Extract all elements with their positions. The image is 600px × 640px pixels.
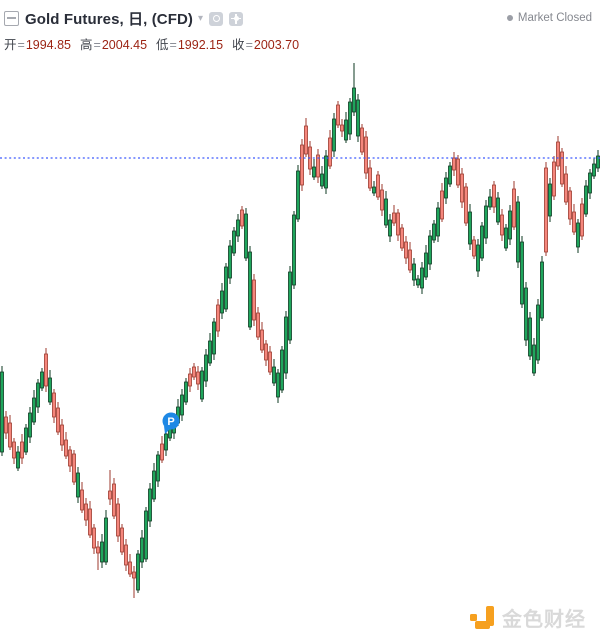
watermark-text: 金色财经 [502, 609, 586, 631]
jinse-logo-icon [469, 605, 495, 631]
ohlc-open: 开 = 1994.85 [4, 38, 72, 52]
high-value: 2004.45 [101, 38, 148, 52]
circle-icon [212, 15, 220, 22]
chevron-down-icon[interactable]: ▾ [198, 13, 204, 24]
ohlc-row: 开 = 1994.85 高 = 2004.45 低 = 1992.15 收 = 2003.70 [4, 34, 299, 53]
market-status: Market Closed [506, 12, 592, 24]
ohlc-low: 低 = 1992.15 [156, 38, 224, 52]
market-status-label: Market Closed [517, 12, 592, 24]
symbol-title[interactable]: Gold Futures, 日, (CFD) [25, 11, 194, 28]
quick-snapshot-button[interactable] [209, 11, 224, 26]
status-dot-icon [506, 15, 513, 21]
settings-button[interactable] [229, 11, 244, 26]
collapse-legend-icon[interactable] [4, 11, 19, 26]
open-value: 1994.85 [25, 38, 72, 52]
ohlc-high: 高 = 2004.45 [80, 38, 148, 52]
publication-marker[interactable]: P [162, 412, 180, 435]
ohlc-close: 收 = 2003.70 [232, 38, 300, 52]
close-value: 2003.70 [253, 38, 300, 52]
chart-legend: Gold Futures, 日, (CFD) ▾ 开 = 1994.85 高 = 200… [4, 8, 299, 53]
low-value: 1992.15 [177, 38, 224, 52]
svg-text:P: P [167, 416, 174, 428]
jinse-watermark: 金色财经 [469, 603, 586, 632]
